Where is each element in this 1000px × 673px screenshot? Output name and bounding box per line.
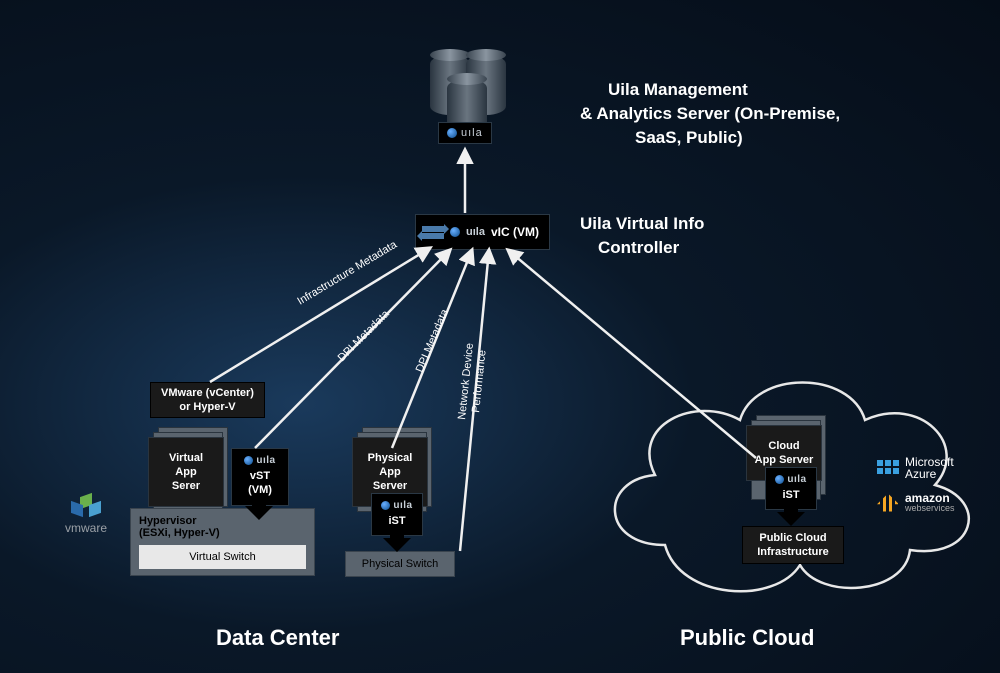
azure-icon — [877, 460, 899, 476]
uila-logo-icon — [447, 128, 457, 138]
uila-logo-icon — [775, 475, 784, 484]
vic-label: vIC (VM) — [491, 225, 539, 239]
ist-physical-block: uıla iST — [371, 493, 423, 536]
aws-icon — [877, 494, 899, 512]
public-cloud-section-label: Public Cloud — [680, 625, 814, 651]
public-cloud-infra-box: Public Cloud Infrastructure — [742, 526, 844, 564]
vic-description: Uila Virtual Info Controller — [580, 212, 704, 260]
ist-cloud-block: uıla iST — [765, 467, 817, 510]
uila-logo-icon — [381, 501, 390, 510]
vmware-logo: vmware — [65, 495, 107, 535]
physical-switch-box: Physical Switch — [345, 551, 455, 577]
uila-logo-text: uıla — [461, 127, 483, 139]
uila-logo-text: uıla — [466, 226, 485, 238]
edge-label-infra: Infrastructure Metadata — [295, 238, 399, 307]
data-center-section-label: Data Center — [216, 625, 339, 651]
uila-logo-icon — [244, 456, 253, 465]
network-transfer-icon — [422, 221, 444, 243]
top-uila-badge: uıla — [438, 122, 492, 144]
edge-label-dpi1: DPI Metadata — [336, 307, 393, 364]
virtual-switch-box: Virtual Switch — [139, 545, 306, 569]
edge-label-dpi2: DPI Metadata — [414, 307, 452, 374]
vst-block: uıla vST (VM) — [231, 448, 289, 506]
vcenter-box: VMware (vCenter) or Hyper-V — [150, 382, 265, 418]
diagram-stage: uıla Uila Management & Analytics Server … — [0, 0, 1000, 673]
uila-logo-icon — [450, 227, 460, 237]
aws-provider: amazonwebservices — [877, 492, 955, 513]
edge-label-net1: Network Device — [456, 342, 476, 420]
hypervisor-panel: Hypervisor (ESXi, Hyper-V) Virtual Switc… — [130, 508, 315, 576]
top-title: Uila Management & Analytics Server (On-P… — [580, 78, 840, 149]
vic-controller-box: uıla vIC (VM) — [415, 214, 550, 250]
azure-provider: MicrosoftAzure — [877, 456, 954, 480]
edge-label-net2: Performance — [470, 349, 489, 413]
